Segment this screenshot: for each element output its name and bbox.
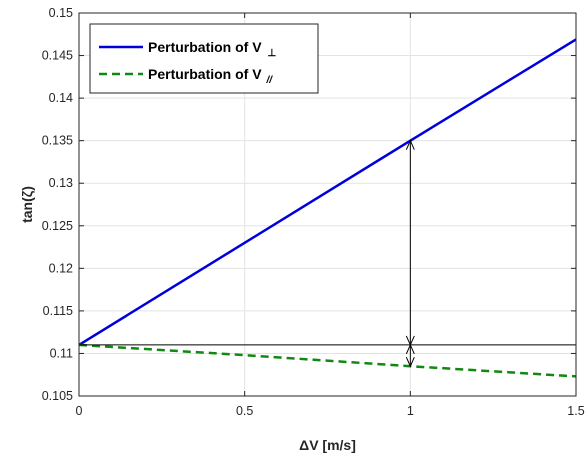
y-tick-label: 0.15: [49, 6, 73, 20]
x-tick-label: 1: [407, 404, 414, 418]
y-tick-label: 0.12: [49, 261, 73, 275]
series-layer: [78, 38, 577, 378]
legend-box: [89, 23, 319, 94]
legend: Perturbation of V ⊥ Perturbation of V //: [89, 23, 319, 94]
y-tick-label: 0.13: [49, 176, 73, 190]
y-tick-label: 0.125: [42, 219, 73, 233]
y-tick-label: 0.135: [42, 134, 73, 148]
x-tick-label: 1.5: [567, 404, 584, 418]
legend-label-perpendicular-sub: ⊥: [267, 48, 276, 59]
legend-label-parallel-sub: //: [265, 75, 273, 86]
x-axis-label: ΔV [m/s]: [299, 437, 356, 453]
y-tick-label: 0.145: [42, 49, 73, 63]
legend-label-perpendicular-main: Perturbation of V: [148, 39, 262, 55]
x-tick-label: 0: [76, 404, 83, 418]
legend-label-perpendicular: Perturbation of V ⊥: [148, 39, 276, 59]
y-tick-label: 0.105: [42, 389, 73, 403]
annotation-layer: [79, 139, 576, 368]
lower-arrow-head: [405, 357, 415, 368]
y-tick-label: 0.14: [49, 91, 73, 105]
series-line-parallel: [78, 343, 577, 378]
legend-label-parallel: Perturbation of V //: [148, 66, 273, 86]
y-axis-label: tan(ζ): [19, 186, 35, 223]
axis-ticks: 0 0.5 1 1.5 0.105 0.11 0.115 0.12 0.125 0.13 0.135…: [42, 6, 585, 418]
lower-arrow-head: [405, 343, 415, 355]
x-tick-label: 0.5: [236, 404, 253, 418]
y-tick-label: 0.11: [50, 346, 73, 360]
series-line-perpendicular: [78, 38, 577, 346]
upper-arrow-head: [405, 139, 415, 150]
y-tick-label: 0.115: [43, 304, 73, 318]
plot-frame: [78, 12, 577, 397]
legend-label-parallel-main: Perturbation of V: [148, 66, 262, 82]
